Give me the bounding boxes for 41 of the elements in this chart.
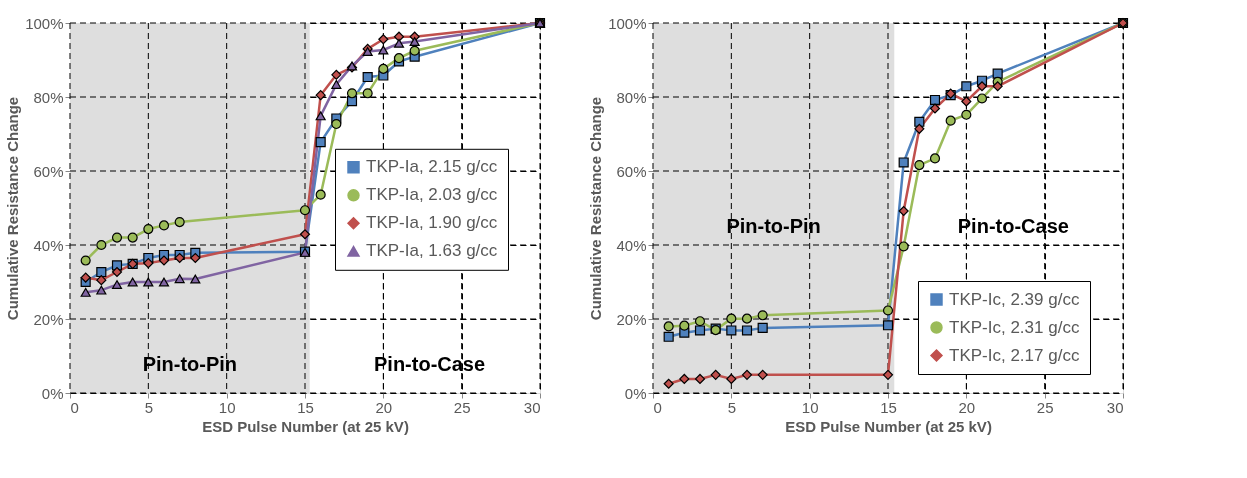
x-axis-title: ESD Pulse Number (at 25 kV) [202, 417, 409, 435]
y-axis-title: Cumulative Resistance Change [4, 96, 22, 321]
y-tick-label: 40% [616, 236, 647, 254]
y-tick-label: 60% [33, 162, 64, 180]
x-tick-label: 30 [1106, 398, 1124, 416]
x-axis-title: ESD Pulse Number (at 25 kV) [785, 417, 992, 435]
x-tick-label: 25 [1036, 398, 1054, 416]
x-tick-label: 15 [297, 398, 314, 416]
y-tick-label: 80% [33, 88, 64, 106]
x-tick-label: 10 [218, 398, 236, 416]
legend-label: TKP-Ic, 2.39 g/cc [949, 289, 1080, 309]
legend-label: TKP-Ic, 2.31 g/cc [949, 317, 1080, 337]
y-tick-label: 80% [616, 88, 647, 106]
y-tick-label: 60% [616, 162, 647, 180]
legend-label: TKP-Ia, 2.03 g/cc [366, 185, 498, 205]
x-tick-label: 30 [523, 398, 541, 416]
band-label: Pin-to-Pin [726, 214, 821, 237]
legend-label: TKP-Ia, 2.15 g/cc [366, 157, 498, 177]
x-tick-label: 5 [727, 398, 737, 416]
y-tick-label: 20% [616, 310, 647, 328]
legend-label: TKP-Ia, 1.90 g/cc [366, 213, 498, 233]
y-tick-label: 20% [33, 310, 64, 328]
x-tick-label: 5 [144, 398, 154, 416]
x-tick-label: 25 [453, 398, 471, 416]
x-tick-label: 20 [375, 398, 393, 416]
x-tick-label: 10 [801, 398, 819, 416]
x-tick-label: 0 [70, 398, 79, 416]
y-axis-title: Cumulative Resistance Change [587, 96, 605, 321]
band-label: Pin-to-Pin [142, 353, 238, 375]
y-tick-label: 100% [25, 14, 64, 32]
y-tick-label: 100% [608, 14, 647, 32]
y-tick-label: 40% [33, 236, 64, 254]
y-tick-label: 0% [624, 384, 647, 402]
x-tick-label: 20 [958, 398, 976, 416]
x-tick-label: 0 [653, 398, 662, 416]
y-tick-label: 0% [41, 384, 64, 402]
x-tick-label: 15 [880, 398, 897, 416]
legend-label: TKP-Ic, 2.17 g/cc [949, 345, 1080, 365]
annotation: Pin-to-Case [373, 353, 486, 375]
annotation: Pin-to-Case [957, 214, 1069, 237]
legend-label: TKP-Ia, 1.63 g/cc [366, 241, 498, 261]
